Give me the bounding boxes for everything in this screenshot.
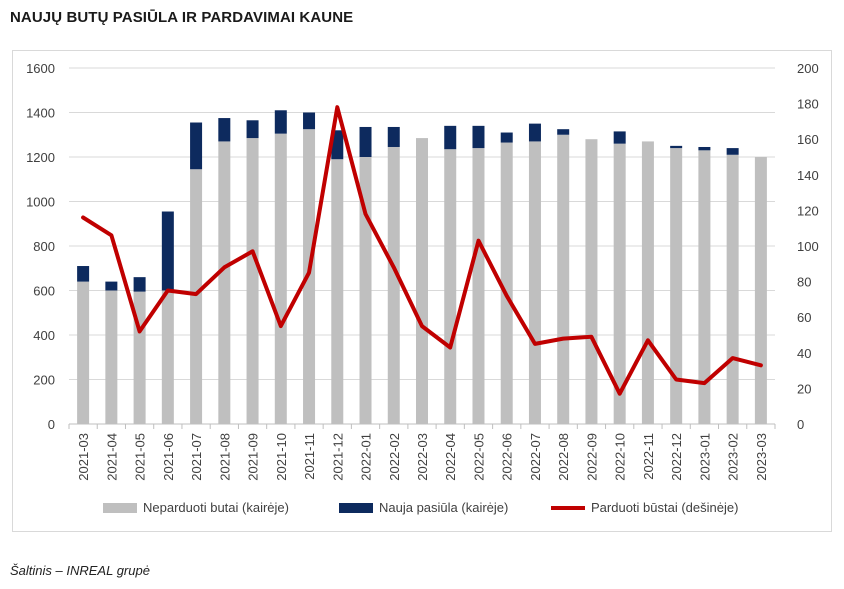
bar-nauja-pasiula <box>161 211 174 291</box>
bar-nauja-pasiula <box>190 122 203 170</box>
bar-nauja-pasiula <box>303 112 316 130</box>
bar-neparduoti <box>190 169 203 424</box>
bar-nauja-pasiula <box>133 277 146 292</box>
x-tick-label: 2021-11 <box>302 433 317 480</box>
bar-neparduoti <box>274 133 287 424</box>
y-left-tick-label: 0 <box>48 417 55 432</box>
bar-nauja-pasiula <box>274 110 287 134</box>
chart-container: 0 200 400 600 800 1000 1200 1400 1600 0 20 40 60 80 10… <box>12 50 832 532</box>
bar-nauja-pasiula <box>246 120 259 139</box>
bar-neparduoti <box>472 148 485 424</box>
y-left-tick-label: 1200 <box>26 150 55 165</box>
bar-neparduoti <box>585 139 598 424</box>
bar-neparduoti <box>246 138 259 424</box>
x-tick-label: 2022-06 <box>500 433 515 481</box>
y-left-tick-label: 600 <box>33 284 55 299</box>
bar-neparduoti <box>613 143 626 424</box>
x-tick-label: 2021-06 <box>161 433 176 481</box>
legend-neparduoti-swatch <box>103 503 137 513</box>
x-tick-label: 2023-01 <box>697 433 712 481</box>
x-tick-label: 2021-12 <box>330 433 345 481</box>
bar-nauja-pasiula <box>218 118 231 142</box>
x-tick-label: 2022-12 <box>669 433 684 481</box>
x-tick-label: 2022-04 <box>443 433 458 481</box>
y-right-tick-label: 80 <box>797 275 811 290</box>
x-tick-label: 2022-08 <box>556 433 571 481</box>
x-tick-label: 2022-05 <box>471 433 486 481</box>
bar-neparduoti <box>161 290 174 424</box>
y-right-tick-label: 40 <box>797 346 811 361</box>
bar-nauja-pasiula <box>557 129 570 135</box>
bar-nauja-pasiula <box>726 148 739 155</box>
y-right-tick-label: 60 <box>797 310 811 325</box>
y-right-tick-label: 20 <box>797 381 811 396</box>
y-left-tick-label: 200 <box>33 373 55 388</box>
y-left-tick-label: 400 <box>33 328 55 343</box>
bar-neparduoti <box>77 281 90 424</box>
bar-neparduoti <box>444 149 457 424</box>
source-note: Šaltinis – INREAL grupė <box>10 563 150 578</box>
y-left-tick-label: 1600 <box>26 61 55 76</box>
chart-title: NAUJŲ BUTŲ PASIŪLA IR PARDAVIMAI KAUNE <box>10 9 354 26</box>
bar-nauja-pasiula <box>387 126 400 147</box>
bar-neparduoti <box>726 154 739 424</box>
bar-nauja-pasiula <box>698 146 711 151</box>
y-left-tick-label: 1000 <box>26 195 55 210</box>
x-tick-label: 2022-09 <box>584 433 599 481</box>
bar-neparduoti <box>754 157 767 424</box>
x-tick-label: 2021-08 <box>217 433 232 481</box>
bar-nauja-pasiula <box>472 125 485 149</box>
bar-nauja-pasiula <box>77 266 90 282</box>
y-right-tick-label: 120 <box>797 203 819 218</box>
x-tick-label: 2023-02 <box>726 433 741 481</box>
x-tick-label: 2021-07 <box>189 433 204 481</box>
bar-nauja-pasiula <box>613 131 626 144</box>
y-right-tick-label: 200 <box>797 61 819 76</box>
x-tick-label: 2022-07 <box>528 433 543 481</box>
combo-chart: 0 200 400 600 800 1000 1200 1400 1600 0 20 40 60 80 10… <box>26 61 819 515</box>
x-tick-label: 2021-05 <box>133 433 148 481</box>
bar-nauja-pasiula <box>105 281 118 291</box>
bar-neparduoti <box>557 134 570 424</box>
x-tick-label: 2022-02 <box>387 433 402 481</box>
x-tick-label: 2021-10 <box>274 433 289 481</box>
y-left-tick-label: 1400 <box>26 106 55 121</box>
bar-nauja-pasiula <box>500 132 513 143</box>
x-tick-label: 2022-01 <box>359 433 374 481</box>
x-tick-label: 2021-03 <box>76 433 91 481</box>
bar-neparduoti <box>105 290 118 424</box>
x-tick-label: 2021-09 <box>246 433 261 481</box>
x-tick-label: 2022-10 <box>613 433 628 481</box>
x-tick-label: 2022-03 <box>415 433 430 481</box>
bar-nauja-pasiula <box>331 130 344 160</box>
legend-nauja-pasiula-label: Nauja pasiūla (kairėje) <box>379 500 508 515</box>
y-right-tick-label: 100 <box>797 239 819 254</box>
y-right-tick-label: 160 <box>797 132 819 147</box>
bar-nauja-pasiula <box>670 145 683 149</box>
legend-neparduoti-label: Neparduoti butai (kairėje) <box>143 500 289 515</box>
legend-nauja-pasiula-swatch <box>339 503 373 513</box>
bar-nauja-pasiula <box>444 125 457 150</box>
bar-neparduoti <box>641 141 654 425</box>
bar-neparduoti <box>670 148 683 424</box>
bar-nauja-pasiula <box>359 126 372 157</box>
bar-neparduoti <box>500 142 513 424</box>
bar-neparduoti <box>331 159 344 424</box>
y-right-tick-label: 140 <box>797 168 819 183</box>
legend-parduoti-label: Parduoti būstai (dešinėje) <box>591 500 738 515</box>
y-right-tick-label: 0 <box>797 417 804 432</box>
x-tick-label: 2023-03 <box>754 433 769 481</box>
x-tick-label: 2021-04 <box>104 433 119 481</box>
bar-neparduoti <box>218 141 231 425</box>
y-left-tick-label: 800 <box>33 239 55 254</box>
bar-neparduoti <box>698 150 711 424</box>
bar-neparduoti <box>528 141 541 425</box>
line-parduoti-bustai <box>81 105 763 396</box>
x-tick-label: 2022-11 <box>641 433 656 480</box>
bar-nauja-pasiula <box>528 123 541 142</box>
y-right-tick-label: 180 <box>797 97 819 112</box>
bar-neparduoti <box>387 146 400 425</box>
bar-neparduoti <box>416 138 428 424</box>
